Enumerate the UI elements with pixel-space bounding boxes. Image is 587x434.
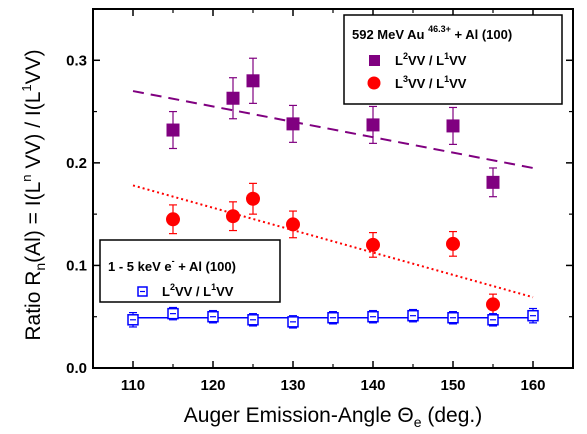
data-point-square — [486, 175, 500, 189]
data-marks-layer — [127, 57, 539, 329]
x-tick-label: 150 — [440, 377, 465, 394]
x-tick-label: 140 — [360, 377, 385, 394]
y-tick-label: 0.2 — [66, 155, 87, 172]
legend-electron: 1 - 5 keV e- + Al (100) L2VV / L1VV — [99, 239, 281, 303]
legend-au-entry-l2: L2VV / L1VV — [395, 51, 467, 68]
y-axis-label: Ratio Rn(Al) = I(Ln VV) / I(L1VV) — [19, 49, 48, 340]
data-point-square — [226, 91, 240, 105]
data-point-square — [166, 123, 180, 137]
data-point-square — [246, 74, 260, 88]
svg-text:Ratio Rn(Al) = I(Ln VV) / I(L: Ratio Rn(Al) = I(Ln VV) / I(L1VV) — [19, 49, 48, 340]
x-axis-label: Auger Emission-Angle Θe (deg.) — [184, 404, 482, 430]
y-tick-label: 0.3 — [66, 52, 87, 69]
legend-au-box — [343, 14, 563, 105]
data-point-square — [366, 118, 380, 132]
data-point-circle — [366, 237, 380, 252]
data-point-circle — [486, 297, 500, 312]
x-tick-label: 160 — [520, 377, 545, 394]
axes-layer: 110 120 130 140 150 160 0.0 0.1 0.2 0.3 — [66, 8, 574, 394]
data-point-square — [286, 117, 300, 131]
svg-text:Auger Emission-Angle Θe (deg.): Auger Emission-Angle Θe (deg.) — [184, 404, 482, 430]
legend-electron-entry-l2: L2VV / L1VV — [162, 282, 234, 299]
data-point-circle — [246, 191, 260, 206]
data-point-circle — [166, 212, 180, 227]
legend-au: 592 MeV Au 46.3+ + Al (100) L2VV / L1VV … — [343, 14, 563, 105]
x-tick-label: 120 — [200, 377, 225, 394]
legend-electron-title: 1 - 5 keV e- + Al (100) — [108, 256, 236, 274]
data-point-square — [446, 119, 460, 133]
x-tick-label: 130 — [280, 377, 305, 394]
legend-au-entry-l3: L3VV / L1VV — [395, 74, 467, 91]
data-point-circle — [226, 209, 240, 224]
data-point-circle — [286, 217, 300, 232]
legend-au-title: 592 MeV Au 46.3+ + Al (100) — [352, 24, 512, 42]
data-point-circle — [446, 236, 460, 251]
legend-electron-square-marker — [137, 286, 148, 297]
fit-line-series-1 — [132, 184, 534, 299]
fit-line-series-0 — [132, 90, 534, 169]
legend-electron-box — [99, 239, 281, 303]
legend-au-square-marker — [369, 55, 380, 66]
legend-au-circle-marker — [367, 76, 381, 90]
y-tick-label: 0.1 — [66, 257, 87, 274]
x-tick-label: 110 — [121, 377, 145, 394]
y-tick-label: 0.0 — [66, 360, 87, 377]
